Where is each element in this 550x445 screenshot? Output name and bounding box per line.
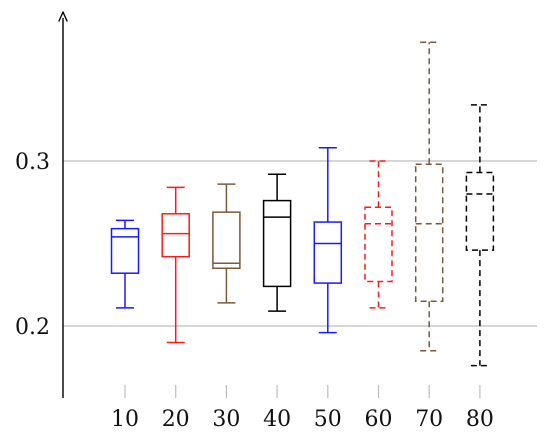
box-20 [161,186,190,344]
x-tick-label: 20 [162,407,190,432]
x-tick-label: 80 [466,407,494,432]
box-60 [364,160,393,309]
label-layer: 0.2 0.3 10 20 30 40 50 60 70 80 [15,150,494,432]
box-80 [465,104,495,367]
axis-layer [58,11,481,398]
x-tick-label: 10 [111,407,139,432]
box-30 [212,183,241,304]
x-tick-label: 30 [212,407,240,432]
box-iqr [262,199,292,288]
box-iqr [110,227,140,274]
box-layer [110,41,495,367]
x-tick-label: 60 [365,407,393,432]
x-tick-label: 50 [314,407,342,432]
box-iqr [414,163,444,302]
x-tick-label: 70 [415,407,443,432]
box-iqr [364,206,393,283]
box-70 [414,41,444,352]
x-tick-label: 40 [263,407,291,432]
y-axis-arrow-icon [58,11,68,22]
y-tick-label: 0.3 [15,150,50,175]
box-iqr [161,213,190,258]
box-10 [110,219,140,309]
box-iqr [465,171,495,251]
box-40 [262,173,292,312]
grid-layer [63,160,537,327]
box-iqr [313,221,343,284]
y-tick-label: 0.2 [15,315,50,340]
box-50 [313,147,343,334]
box-iqr [212,211,241,269]
